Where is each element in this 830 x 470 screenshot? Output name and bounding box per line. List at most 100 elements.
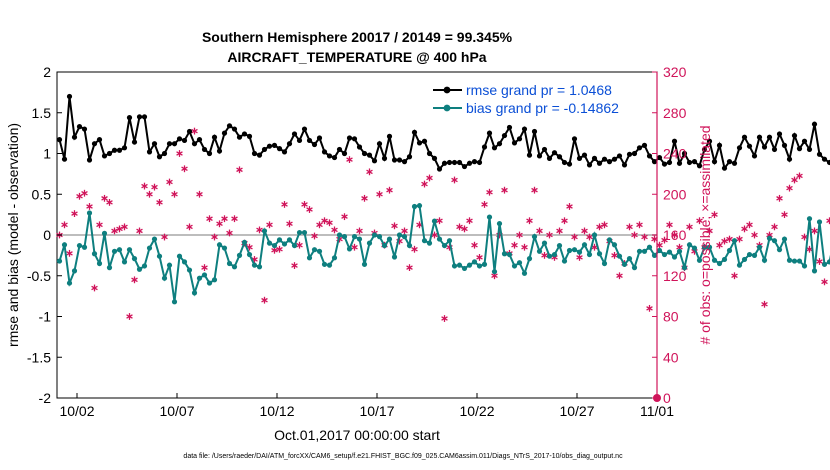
legend: rmse grand pr = 1.0468 bias grand pr = -…: [433, 82, 619, 116]
bias-point: [716, 260, 723, 267]
rmse-point: [291, 131, 298, 137]
bias-point: [806, 216, 813, 222]
obs-count-marker: [826, 217, 830, 225]
rmse-point: [61, 156, 68, 162]
bias-point: [646, 244, 653, 250]
obs-count-marker: [116, 225, 123, 233]
rmse-point: [806, 146, 813, 153]
bias-point: [331, 255, 338, 261]
rmse-point: [286, 141, 293, 147]
y-tick-label: 1.5: [32, 105, 52, 121]
obs-marker-stroke: [386, 187, 393, 193]
rmse-point: [486, 130, 493, 136]
rmse-point: [311, 141, 318, 148]
bias-point: [781, 236, 788, 242]
obs-count-marker: [696, 217, 703, 225]
obs-marker-stroke: [746, 222, 753, 228]
obs-count-marker: [796, 172, 803, 180]
obs-count-marker: [411, 245, 418, 253]
obs-count-marker: [206, 215, 213, 223]
rmse-point: [816, 151, 823, 157]
obs-count-marker: [736, 235, 743, 243]
rmse-point: [346, 135, 353, 141]
rmse-point: [656, 154, 663, 161]
y-tick-label: -1.5: [27, 349, 51, 365]
obs-count-marker: [666, 221, 673, 229]
y-tick-label: 2: [43, 64, 51, 80]
obs-marker-stroke: [816, 259, 823, 264]
bias-point: [381, 242, 388, 249]
obs-marker-stroke: [81, 190, 88, 196]
bias-point: [541, 240, 548, 246]
obs-count-marker: [181, 165, 188, 173]
obs-marker-stroke: [791, 177, 798, 183]
rmse-point: [461, 163, 468, 170]
obs-count-marker: [81, 189, 88, 197]
rmse-point: [591, 155, 598, 161]
obs-marker-stroke: [666, 222, 673, 228]
rmse-point: [421, 138, 428, 144]
obs-count-marker: [476, 254, 483, 261]
obs-marker-stroke: [531, 187, 538, 193]
obs-count-marker: [166, 178, 173, 186]
bias-point: [621, 261, 628, 267]
bias-point: [146, 245, 153, 251]
bias-point: [56, 258, 63, 264]
obs-count-marker: [521, 243, 528, 251]
obs-marker-stroke: [646, 306, 653, 311]
rmse-point: [146, 149, 153, 155]
obs-marker-stroke: [686, 224, 693, 230]
obs-count-marker: [296, 241, 303, 249]
obs-count-marker: [501, 186, 508, 194]
obs-marker-stroke: [551, 255, 558, 260]
rmse-point: [741, 134, 748, 140]
rmse-point: [726, 159, 733, 165]
rmse-point: [71, 134, 78, 140]
rmse-point: [401, 159, 408, 165]
obs-count-marker: [266, 221, 273, 229]
obs-count-marker: [436, 217, 443, 225]
x-axis-label: Oct.01,2017 00:00:00 start: [274, 427, 440, 443]
obs-count-marker: [511, 241, 518, 249]
obs-count-marker: [196, 190, 203, 198]
y2-tick-label: 40: [663, 349, 679, 365]
obs-marker-stroke: [691, 249, 698, 254]
obs-count-marker: [161, 233, 168, 241]
bias-point: [551, 251, 558, 258]
obs-count-marker: [351, 243, 358, 251]
obs-marker-stroke: [696, 218, 703, 224]
bias-point: [66, 280, 73, 286]
data-file-footnote: data file: /Users/raeder/DAI/ATM_forcXX/…: [183, 453, 623, 460]
bias-point: [611, 242, 618, 248]
obs-marker-stroke: [476, 255, 483, 260]
rmse-point: [546, 155, 553, 161]
bias-point: [231, 264, 238, 270]
obs-marker-stroke: [631, 232, 638, 238]
rmse-point: [111, 147, 118, 153]
rmse-point: [331, 154, 338, 161]
y2-tick-label: 240: [663, 146, 687, 162]
bias-point: [171, 299, 178, 305]
rmse-point: [426, 150, 433, 157]
bias-point: [631, 265, 638, 271]
rmse-point: [501, 132, 508, 139]
obs-count-marker: [731, 272, 738, 280]
bias-point: [651, 252, 658, 258]
obs-marker-stroke: [301, 202, 308, 207]
rmse-point: [201, 146, 208, 153]
bias-point: [636, 248, 643, 254]
obs-marker-stroke: [541, 253, 548, 258]
obs-count-marker: [91, 284, 98, 292]
rmse-point: [266, 143, 273, 149]
obs-marker-stroke: [471, 242, 478, 248]
y-tick-label: -0.5: [27, 268, 51, 284]
rmse-point: [376, 141, 383, 147]
bias-point: [816, 219, 823, 225]
bias-point: [411, 203, 418, 210]
bias-point: [771, 238, 778, 244]
obs-marker-stroke: [256, 227, 263, 233]
rmse-point: [241, 131, 248, 137]
obs-marker-stroke: [586, 234, 593, 240]
bias-point: [731, 238, 738, 244]
bias-point: [291, 242, 298, 249]
